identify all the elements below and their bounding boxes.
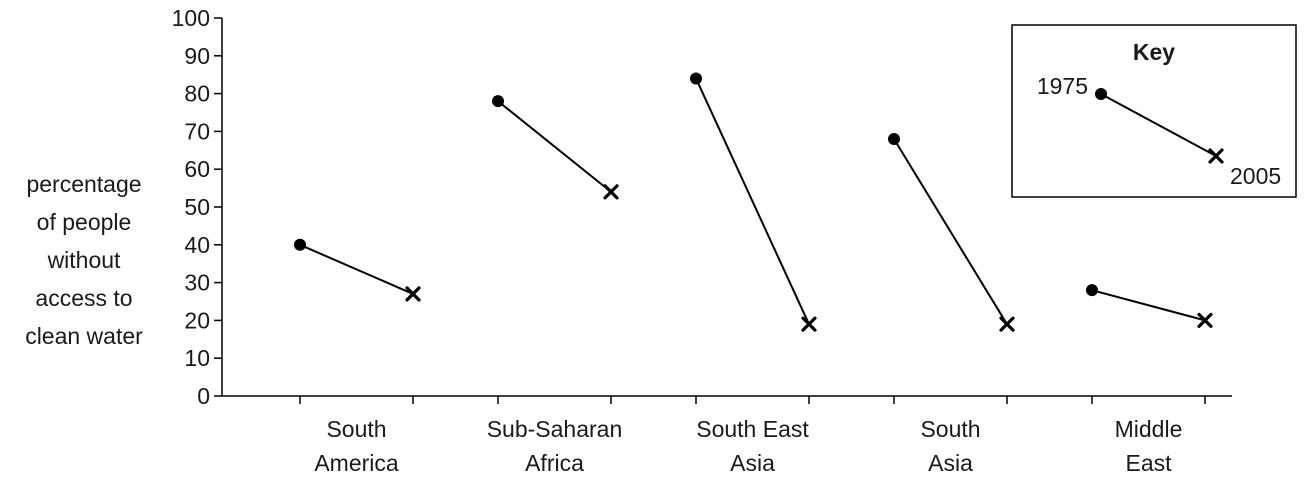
y-tick-label: 10 [184, 345, 210, 371]
change-line [497, 100, 612, 193]
y-tick-label: 50 [184, 194, 210, 220]
y-tick-label: 0 [197, 383, 210, 409]
point-2005 [801, 316, 817, 332]
y-axis-label-line: clean water [25, 323, 143, 349]
legend-box [1011, 24, 1297, 198]
legend-end-label: 2005 [1230, 163, 1281, 189]
change-line [893, 138, 1008, 325]
legend-line [1100, 93, 1217, 157]
y-axis-label-line: percentage [26, 171, 142, 197]
y-tick-label: 20 [184, 307, 210, 333]
legend-2005-marker [1208, 148, 1224, 164]
legend-title: Key [1133, 39, 1175, 65]
x-category-label: Middle [1115, 416, 1183, 442]
y-axis-label-line: of people [36, 209, 132, 235]
y-tick-label: 80 [184, 81, 210, 107]
x-category-label: Africa [525, 450, 584, 476]
y-axis-label-line: access to [35, 285, 133, 311]
point-2005 [603, 184, 619, 200]
x-category-label: Asia [730, 450, 775, 476]
y-tick-label: 70 [184, 118, 210, 144]
point-1975 [294, 238, 306, 251]
x-category-label: Sub-Saharan [487, 416, 623, 442]
legend-start-label: 1975 [1037, 73, 1088, 99]
legend-1975-marker [1095, 88, 1107, 100]
point-2005 [405, 286, 421, 302]
point-1975 [1086, 284, 1098, 297]
x-category-label: America [314, 450, 399, 476]
y-tick-label: 40 [184, 232, 210, 258]
point-1975 [690, 72, 702, 85]
x-category-label: East [1125, 450, 1172, 476]
change-line [299, 243, 414, 295]
point-1975 [888, 132, 900, 145]
point-2005 [1197, 312, 1213, 328]
point-1975 [492, 95, 504, 108]
point-2005 [999, 316, 1015, 332]
change-line [695, 78, 810, 325]
x-category-label: South [326, 416, 386, 442]
x-category-label: South East [696, 416, 809, 442]
y-tick-label: 90 [184, 43, 210, 69]
change-line [1091, 289, 1206, 322]
y-tick-label: 30 [184, 270, 210, 296]
y-tick-label: 100 [172, 5, 210, 31]
x-category-label: South [920, 416, 980, 442]
y-tick-label: 60 [184, 156, 210, 182]
y-axis-label-line: without [47, 247, 121, 273]
x-category-label: Asia [928, 450, 973, 476]
